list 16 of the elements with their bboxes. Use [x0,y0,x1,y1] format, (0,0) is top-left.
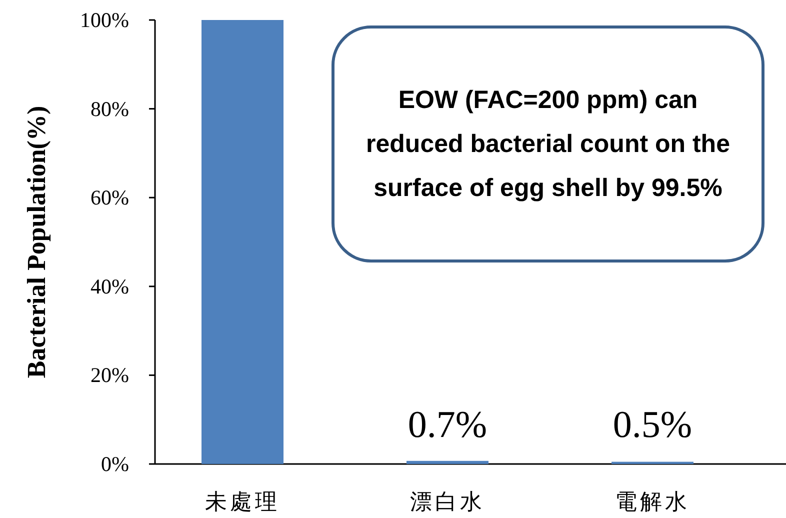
x-tick-label: 漂白水 [410,489,485,514]
y-tick-label: 20% [90,363,129,388]
annotation: EOW (FAC=200 ppm) can reduced bacterial count on the surface of egg shell by 99.5% [366,86,730,202]
data-label: 0.5% [612,404,692,446]
data-label: 0.7% [408,404,488,446]
y-tick-label: 100% [80,8,129,32]
y-tick-label: 80% [90,96,129,121]
y-tick-label: 40% [90,274,129,298]
bar [406,460,488,464]
x-tick-label: 電解水 [615,489,690,514]
x-tick-label: 未處理 [205,489,280,514]
y-axis-title: Bacterial Population(%) [22,106,51,378]
y-tick-label: 60% [90,186,129,210]
callout-box: EOW (FAC=200 ppm) can reduced bacterial count on the surface of egg shell by 99.5% [332,26,764,262]
bar [202,20,284,464]
y-tick-label: 0% [101,452,129,476]
